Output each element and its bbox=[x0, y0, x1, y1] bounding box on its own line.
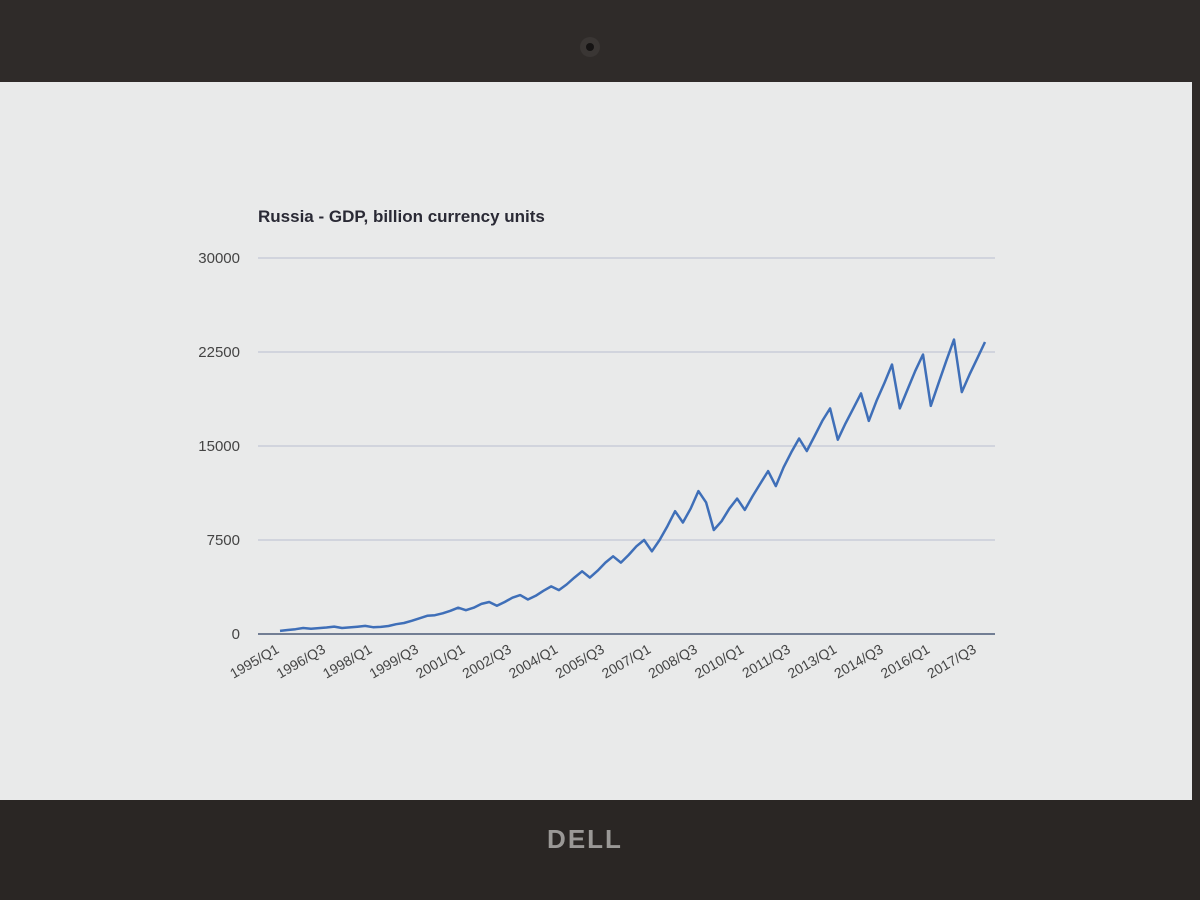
chart-title: Russia - GDP, billion currency units bbox=[258, 207, 545, 226]
data-line bbox=[279, 338, 987, 633]
y-tick-label: 7500 bbox=[207, 532, 240, 549]
y-tick-label: 22500 bbox=[198, 344, 240, 361]
brand-logo: DELL bbox=[547, 824, 623, 854]
y-tick-label: 30000 bbox=[198, 250, 240, 267]
y-tick-label: 0 bbox=[232, 626, 240, 643]
y-tick-label: 15000 bbox=[198, 438, 240, 455]
webcam-lens bbox=[586, 43, 594, 51]
lower-bezel bbox=[0, 800, 1200, 900]
screen bbox=[0, 82, 1192, 800]
